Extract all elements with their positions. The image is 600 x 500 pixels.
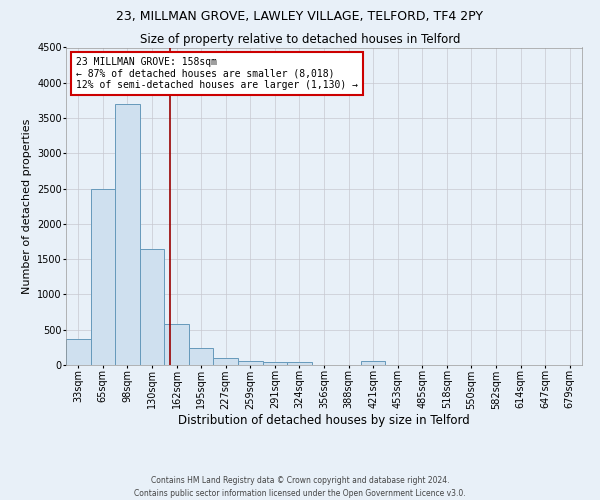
Bar [164, 324, 189, 365]
Bar [361, 361, 385, 365]
X-axis label: Distribution of detached houses by size in Telford: Distribution of detached houses by size … [178, 414, 470, 427]
Y-axis label: Number of detached properties: Number of detached properties [22, 118, 32, 294]
Bar [91, 188, 115, 365]
Text: 23, MILLMAN GROVE, LAWLEY VILLAGE, TELFORD, TF4 2PY: 23, MILLMAN GROVE, LAWLEY VILLAGE, TELFO… [116, 10, 484, 23]
Bar [238, 361, 263, 365]
Text: 23 MILLMAN GROVE: 158sqm
← 87% of detached houses are smaller (8,018)
12% of sem: 23 MILLMAN GROVE: 158sqm ← 87% of detach… [76, 57, 358, 90]
Bar [66, 338, 91, 365]
Bar [140, 250, 164, 365]
Text: Size of property relative to detached houses in Telford: Size of property relative to detached ho… [140, 32, 460, 46]
Bar [214, 358, 238, 365]
Bar [263, 362, 287, 365]
Text: Contains HM Land Registry data © Crown copyright and database right 2024.
Contai: Contains HM Land Registry data © Crown c… [134, 476, 466, 498]
Bar [115, 104, 140, 365]
Bar [189, 348, 214, 365]
Bar [287, 362, 312, 365]
